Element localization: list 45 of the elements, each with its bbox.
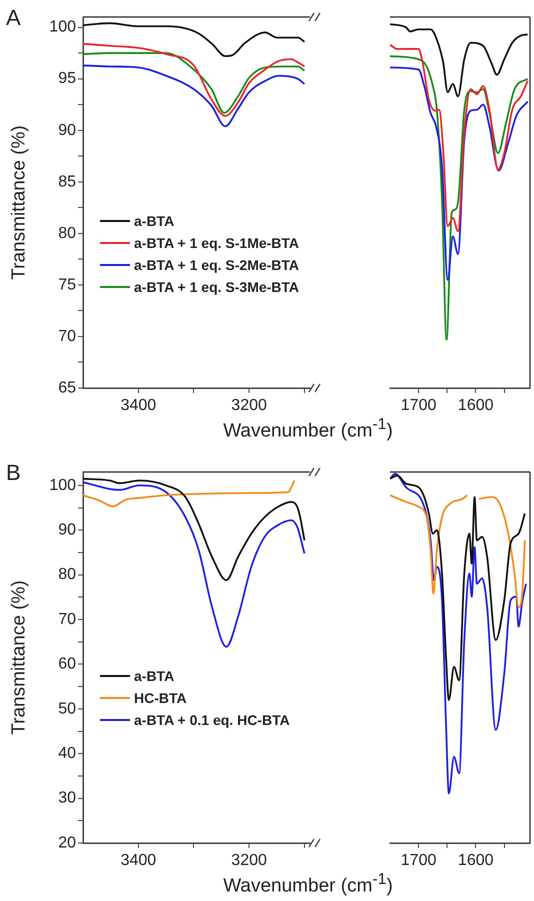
line-series [83,478,306,582]
y-tick-label: 65 [58,379,76,396]
y-tick-label: 90 [58,522,76,539]
line-series [83,52,306,114]
x-tick-label: 3200 [231,852,267,870]
y-tick-label: 70 [58,328,76,345]
x-axis-title: Wavenumber (cm$^{-1}$) [222,871,394,898]
x-axis-title: Wavenumber (cm$^{-1}$) [222,416,394,442]
y-tick-label: 80 [58,566,76,584]
legend-label: HC-BTA [134,690,187,706]
line-series [83,22,306,58]
legend-label: a-BTA [134,212,174,229]
y-axis-title: Transmittance (%) [8,580,30,735]
y-tick-label: 75 [58,276,76,294]
y-tick-label: 70 [58,610,76,628]
text: B [6,460,21,486]
y-tick-label: 90 [58,122,76,139]
y-tick-label: 60 [58,656,76,673]
y-tick-label: 80 [58,224,76,242]
y-tick-label: 50 [58,700,76,718]
y-axis-title: Transmittance (%) [8,125,30,280]
legend-label: a-BTA + 0.1 eq. HC-BTA [134,712,290,728]
y-tick-label: 100 [49,18,76,36]
x-tick-label: 1600 [458,852,494,870]
x-tick-label: 1600 [458,397,494,414]
line-series [83,480,296,508]
x-tick-label: 1700 [400,852,436,870]
line-series [83,481,306,648]
line-series [83,64,306,128]
x-tick-label: 3200 [231,397,267,414]
y-tick-label: 100 [49,476,76,494]
x-tick-label: 1700 [400,397,436,414]
x-tick-label: 3400 [120,397,156,414]
legend-label: a-BTA [134,668,174,684]
text: A [6,5,21,31]
x-tick-label: 3400 [120,852,156,870]
legend-label: a-BTA + 1 eq. S-3Me-BTA [134,278,300,295]
legend-label: a-BTA + 1 eq. S-1Me-BTA [134,234,300,251]
y-tick-label: 95 [58,70,76,88]
line-series [83,42,306,117]
y-tick-label: 85 [58,173,76,190]
y-tick-label: 30 [58,790,76,807]
y-tick-label: 20 [58,834,76,852]
legend-label: a-BTA + 1 eq. S-2Me-BTA [134,256,300,273]
y-tick-label: 40 [58,745,76,762]
